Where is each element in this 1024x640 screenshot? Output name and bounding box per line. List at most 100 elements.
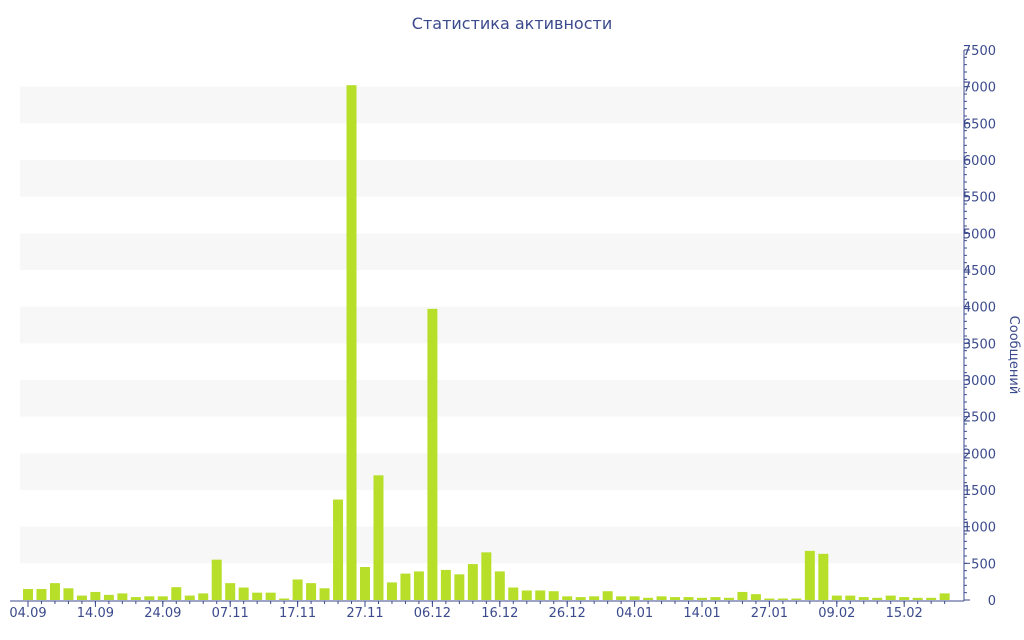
bar[interactable] (683, 597, 694, 600)
bar[interactable] (198, 593, 209, 600)
bar[interactable] (629, 596, 640, 600)
bar[interactable] (36, 589, 47, 600)
bar[interactable] (521, 590, 532, 600)
bar[interactable] (90, 591, 101, 600)
bar[interactable] (750, 594, 761, 600)
x-tick-label: 17.11 (279, 606, 316, 621)
y-tick-label: 2000 (963, 447, 996, 462)
y-tick-label: 7500 (963, 44, 996, 59)
bar[interactable] (858, 597, 869, 600)
bar[interactable] (575, 597, 586, 600)
y-axis-label: Сообщений (1006, 316, 1021, 395)
bar[interactable] (144, 596, 155, 600)
bar[interactable] (791, 598, 802, 600)
x-tick-label: 14.01 (683, 606, 720, 621)
bar[interactable] (494, 571, 505, 600)
bar[interactable] (697, 597, 707, 600)
bar[interactable] (562, 596, 573, 600)
bar[interactable] (76, 595, 87, 600)
bar[interactable] (103, 594, 114, 600)
bar[interactable] (912, 597, 923, 600)
bar[interactable] (225, 583, 236, 600)
x-tick-label: 04.01 (616, 606, 653, 621)
y-tick-label: 1500 (963, 484, 996, 499)
bar[interactable] (130, 597, 141, 600)
bar[interactable] (360, 567, 370, 600)
y-tick-label: 500 (971, 557, 996, 572)
bar[interactable] (238, 587, 249, 600)
bar[interactable] (400, 573, 411, 600)
grid-band (20, 306, 962, 344)
bar[interactable] (467, 564, 478, 600)
bar[interactable] (427, 308, 438, 600)
bar[interactable] (252, 592, 263, 600)
x-axis: 04.09 14.09 24.09 07.11 17.11 27.11 06.12 16.12… (9, 600, 964, 621)
bar[interactable] (292, 579, 303, 600)
bar[interactable] (481, 552, 492, 600)
grid-bands (20, 86, 962, 564)
bar[interactable] (157, 596, 168, 600)
x-tick-label: 24.09 (144, 606, 181, 621)
bar[interactable] (710, 597, 721, 600)
bar[interactable] (885, 595, 896, 600)
bar[interactable] (413, 571, 424, 600)
x-tick-label: 26.12 (549, 606, 586, 621)
bar[interactable] (373, 475, 384, 600)
y-tick-label: 5000 (963, 227, 996, 242)
bar[interactable] (346, 85, 357, 600)
grid-band (20, 453, 962, 490)
bar[interactable] (818, 553, 829, 600)
bar[interactable] (49, 583, 60, 600)
bar[interactable] (670, 597, 681, 600)
y-tick-label: 6000 (963, 154, 996, 169)
grid-band (20, 160, 962, 197)
bar[interactable] (656, 596, 667, 600)
bar[interactable] (117, 593, 128, 600)
bar[interactable] (454, 574, 465, 600)
bar[interactable] (831, 595, 842, 600)
bar[interactable] (535, 590, 546, 600)
bar[interactable] (333, 499, 344, 600)
bar[interactable] (723, 597, 734, 600)
x-tick-label: 04.09 (9, 606, 46, 621)
bar[interactable] (211, 559, 222, 600)
x-tick-label: 16.12 (481, 606, 518, 621)
bar[interactable] (764, 598, 775, 600)
y-tick-label: 2500 (963, 411, 996, 426)
bar[interactable] (319, 588, 330, 600)
x-tick-label: 27.11 (346, 606, 383, 621)
bar[interactable] (777, 598, 788, 600)
bar[interactable] (184, 595, 195, 600)
bar[interactable] (386, 582, 397, 600)
x-tick-label: 07.11 (212, 606, 249, 621)
x-tick-label: 06.12 (414, 606, 451, 621)
bar[interactable] (899, 597, 910, 600)
bar[interactable] (643, 597, 654, 600)
bar[interactable] (939, 593, 950, 600)
bar[interactable] (589, 596, 600, 600)
bar[interactable] (508, 587, 519, 600)
bar[interactable] (265, 592, 276, 600)
bar[interactable] (440, 569, 451, 600)
bar[interactable] (737, 591, 748, 600)
y-tick-label: 6500 (963, 117, 996, 132)
bar[interactable] (845, 595, 856, 600)
bar[interactable] (23, 589, 33, 600)
bar[interactable] (926, 597, 937, 600)
y-tick-label: 3500 (963, 337, 996, 352)
bar[interactable] (602, 591, 613, 600)
bar[interactable] (279, 598, 290, 600)
y-tick-label: 3000 (963, 374, 996, 389)
bar[interactable] (616, 596, 627, 600)
y-tick-label: 0 (988, 594, 996, 609)
bar[interactable] (63, 588, 74, 600)
bar[interactable] (171, 587, 182, 600)
x-tick-label: 15.02 (886, 606, 923, 621)
bar[interactable] (872, 597, 883, 600)
bar[interactable] (804, 550, 815, 600)
x-tick-label: 09.02 (818, 606, 855, 621)
bar[interactable] (548, 591, 559, 600)
bar[interactable] (306, 583, 317, 600)
y-tick-label: 4500 (963, 264, 996, 279)
